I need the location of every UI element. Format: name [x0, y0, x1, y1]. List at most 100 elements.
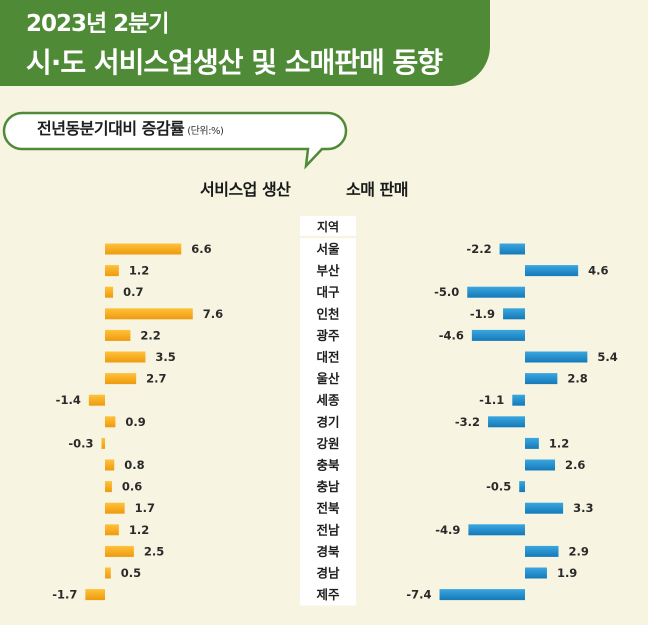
retail-bar [499, 243, 525, 255]
service-bar [85, 589, 105, 601]
region-box [300, 519, 356, 541]
region-box [300, 454, 356, 476]
region-box [300, 411, 356, 433]
service-bar [105, 351, 146, 363]
region-label: 세종 [316, 393, 340, 408]
retail-bar [519, 481, 525, 493]
retail-bar [525, 567, 547, 579]
region-label: 광주 [316, 328, 340, 343]
retail-bar [471, 329, 525, 341]
service-value-label: 1.2 [129, 264, 149, 278]
region-box [300, 540, 356, 563]
region-box [300, 562, 356, 584]
region-box [300, 259, 356, 282]
service-value-label: 0.9 [125, 415, 145, 429]
retail-value-label: -5.0 [434, 285, 459, 299]
note-label: 전년동분기대비 증감률 (단위:%) [37, 115, 224, 139]
region-label: 충북 [316, 458, 340, 473]
region-box [300, 497, 356, 519]
retail-value-label: 5.4 [597, 350, 617, 364]
region-box [300, 432, 356, 455]
service-bar [105, 524, 119, 536]
service-value-label: 0.6 [122, 480, 142, 494]
region-label: 제주 [316, 587, 340, 602]
retail-value-label: 1.9 [557, 566, 577, 580]
service-series-heading: 서비스업 생산 [200, 180, 291, 199]
title-banner: 2023년 2분기 시·도 서비스업생산 및 소매판매 동향 [0, 0, 490, 86]
retail-value-label: -3.2 [455, 415, 480, 429]
service-bar [105, 545, 134, 557]
note-text: 전년동분기대비 증감률 [37, 119, 185, 138]
region-label: 부산 [316, 263, 340, 278]
retail-value-label: -4.9 [435, 523, 460, 537]
retail-value-label: -7.4 [406, 588, 431, 602]
retail-series-heading: 소매 판매 [346, 180, 408, 199]
retail-bar [525, 265, 579, 277]
region-label: 전북 [316, 501, 340, 516]
service-value-label: 2.2 [140, 328, 160, 342]
service-bar [105, 459, 115, 471]
retail-bar [503, 308, 525, 320]
service-bar [105, 308, 193, 320]
region-label: 인천 [316, 306, 339, 321]
retail-value-label: -1.1 [479, 393, 504, 407]
service-bar [105, 286, 114, 298]
retail-bar [468, 524, 525, 536]
retail-bar [525, 373, 558, 385]
service-bar [105, 373, 137, 385]
region-column-header: 지역 [317, 219, 339, 234]
region-label: 서울 [316, 242, 340, 257]
retail-bar [525, 459, 556, 471]
retail-bar [525, 437, 539, 449]
service-bar [105, 481, 112, 493]
unit-text: (단위:%) [187, 126, 224, 137]
service-value-label: -0.3 [68, 436, 93, 450]
service-bar [105, 243, 182, 255]
service-value-label: 2.7 [146, 372, 166, 386]
service-value-label: 1.2 [129, 523, 149, 537]
region-label: 대구 [316, 285, 340, 300]
service-value-label: 7.6 [203, 307, 223, 321]
retail-value-label: -2.2 [466, 242, 491, 256]
region-box [300, 475, 356, 498]
service-value-label: 0.5 [121, 566, 141, 580]
retail-value-label: -1.9 [470, 307, 495, 321]
retail-value-label: 2.8 [567, 372, 587, 386]
region-box [300, 389, 356, 411]
service-bar [105, 567, 111, 579]
region-label: 대전 [316, 350, 339, 365]
retail-value-label: -0.5 [486, 480, 511, 494]
retail-value-label: 4.6 [588, 264, 608, 278]
retail-bar [525, 351, 588, 363]
service-value-label: 0.7 [123, 285, 143, 299]
region-box [300, 303, 356, 325]
service-value-label: 3.5 [155, 350, 175, 364]
region-box [300, 583, 356, 606]
period-label: 2023년 2분기 [26, 11, 170, 37]
service-bar [88, 394, 105, 406]
region-box [300, 281, 356, 303]
retail-bar [439, 589, 525, 601]
region-label: 경기 [316, 414, 339, 429]
region-box [300, 238, 356, 260]
region-label: 경남 [316, 566, 340, 581]
service-bar [105, 329, 131, 341]
retail-bar [467, 286, 525, 298]
service-value-label: 0.8 [124, 458, 144, 472]
page-title: 시·도 서비스업생산 및 소매판매 동향 [26, 46, 443, 79]
region-label: 전남 [316, 522, 340, 537]
region-box [300, 367, 356, 390]
retail-value-label: 2.9 [568, 544, 588, 558]
retail-value-label: 1.2 [549, 436, 569, 450]
unit-speech-bubble [2, 111, 348, 170]
service-bar [105, 416, 116, 428]
region-label: 충남 [316, 479, 340, 494]
retail-value-label: -4.6 [439, 328, 464, 342]
region-box [300, 346, 356, 368]
retail-bar [525, 545, 559, 557]
service-bar [105, 502, 125, 514]
service-value-label: 6.6 [191, 242, 211, 256]
retail-bar [512, 394, 525, 406]
service-value-label: -1.4 [56, 393, 81, 407]
retail-value-label: 2.6 [565, 458, 585, 472]
